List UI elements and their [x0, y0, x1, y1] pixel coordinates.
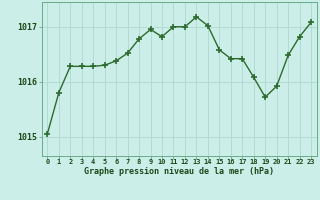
X-axis label: Graphe pression niveau de la mer (hPa): Graphe pression niveau de la mer (hPa): [84, 167, 274, 176]
